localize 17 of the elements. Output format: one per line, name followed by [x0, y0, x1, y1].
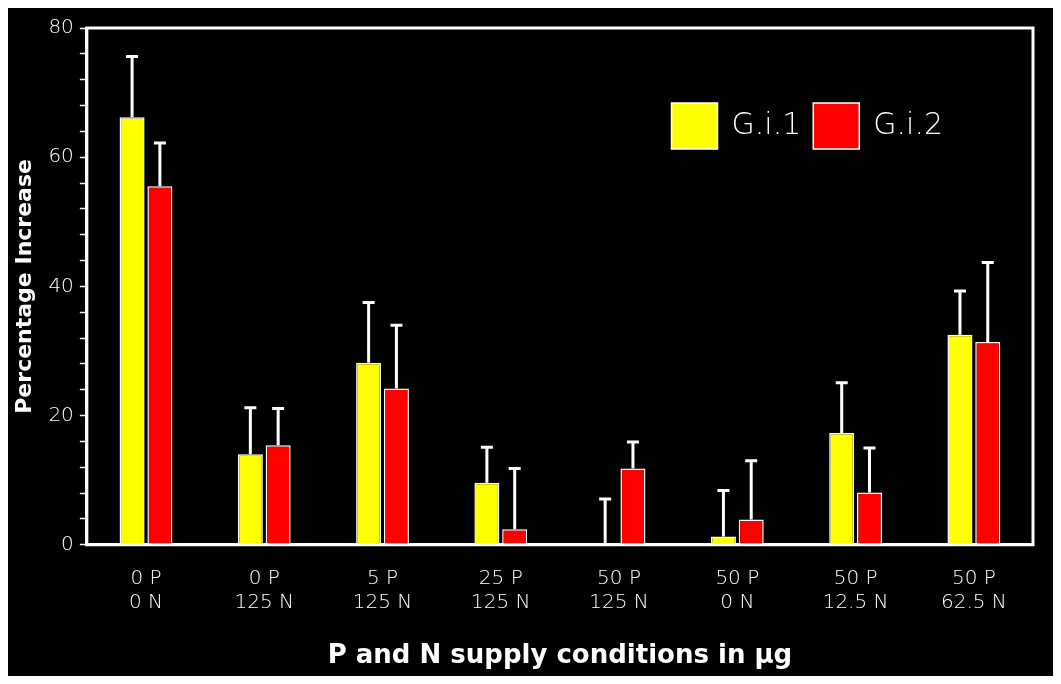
legend-label: G.i.1 [731, 105, 802, 141]
legend-label: G.i.2 [873, 105, 944, 141]
x-tick-label: 0 P 125 N [234, 565, 294, 613]
y-axis-title: Percentage Increase [10, 159, 36, 414]
x-axis-title: P and N supply conditions in µg [327, 639, 793, 670]
x-tick-label: 50 P 12.5 N [822, 565, 889, 613]
y-tick-label: 80 [48, 14, 74, 39]
x-tick-label: 0 P 0 N [128, 565, 164, 613]
y-tick-label: 40 [48, 272, 74, 297]
x-tick-label: 25 P 125 N [471, 565, 531, 613]
x-tick-label: 50 P 0 N [715, 565, 760, 613]
y-tick-label: 20 [48, 401, 74, 426]
y-tick-label: 0 [61, 531, 74, 555]
x-tick-label: 5 P 125 N [352, 565, 413, 613]
x-tick-label: 50 P 125 N [589, 565, 649, 613]
x-tick-label: 50 P 62.5 N [940, 565, 1007, 613]
y-tick-label: 60 [48, 143, 74, 168]
